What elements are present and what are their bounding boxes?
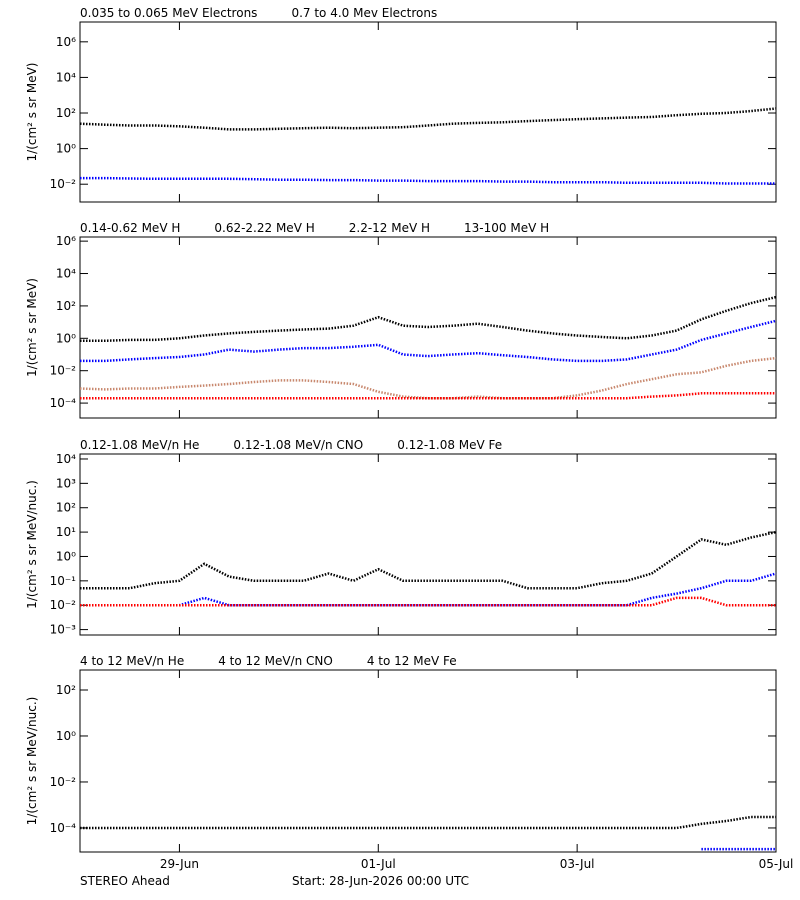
x-tick-label: 05-Jul xyxy=(759,857,794,871)
x-tick-label: 03-Jul xyxy=(560,857,595,871)
x-tick-label: 01-Jul xyxy=(361,857,396,871)
legend-entry: 4 to 12 MeV/n He xyxy=(80,654,184,668)
y-axis-label: 1/(cm² s sr MeV) xyxy=(25,63,39,162)
y-tick-label: 10³ xyxy=(56,476,76,490)
plot-frame xyxy=(79,669,777,853)
y-axis-label: 1/(cm² s sr MeV/nuc.) xyxy=(25,480,39,609)
x-tick-label: 29-Jun xyxy=(160,857,199,871)
y-tick-label: 10⁻⁴ xyxy=(50,821,77,835)
plot-frame xyxy=(79,236,777,419)
legend-entry: 4 to 12 MeV/n CNO xyxy=(218,654,333,668)
series-points xyxy=(80,572,777,607)
y-tick-label: 10⁶ xyxy=(56,35,76,49)
legend-entry: 0.12-1.08 MeV/n He xyxy=(80,438,199,452)
y-tick-label: 10⁻⁴ xyxy=(50,396,77,410)
y-tick-label: 10⁻² xyxy=(50,598,77,612)
y-tick-label: 10² xyxy=(56,299,76,313)
y-tick-label: 10⁴ xyxy=(56,267,76,281)
plot-frame xyxy=(79,21,777,203)
plot-frame xyxy=(79,453,777,636)
y-tick-label: 10⁰ xyxy=(56,549,76,563)
y-tick-label: 10⁴ xyxy=(56,70,76,84)
legend-entry: 0.12-1.08 MeV/n CNO xyxy=(233,438,363,452)
legend-entry: 0.035 to 0.065 MeV Electrons xyxy=(80,6,257,20)
y-tick-label: 10⁰ xyxy=(56,729,76,743)
legend-entry: 0.14-0.62 MeV H xyxy=(80,221,180,235)
y-tick-label: 10⁻¹ xyxy=(50,574,77,588)
series-points xyxy=(80,530,777,590)
footer-center: Start: 28-Jun-2026 00:00 UTC xyxy=(292,874,469,888)
legend-entry: 2.2-12 MeV H xyxy=(349,221,430,235)
y-tick-label: 10² xyxy=(56,106,76,120)
y-tick-label: 10⁻² xyxy=(50,775,77,789)
footer-left: STEREO Ahead xyxy=(80,874,170,888)
y-axis-label: 1/(cm² s sr MeV/nuc.) xyxy=(25,697,39,826)
y-tick-label: 10¹ xyxy=(56,525,76,539)
y-tick-label: 10⁰ xyxy=(56,142,76,156)
series-points xyxy=(79,356,777,400)
series-points xyxy=(79,107,777,131)
legend-entry: 0.12-1.08 MeV Fe xyxy=(397,438,502,452)
series-points xyxy=(80,596,776,607)
series-points xyxy=(80,815,776,830)
y-tick-label: 10⁰ xyxy=(56,331,76,345)
series-points xyxy=(80,295,777,343)
series-points xyxy=(80,176,776,185)
legend-entry: 4 to 12 MeV Fe xyxy=(367,654,457,668)
legend-entry: 13-100 MeV H xyxy=(464,221,549,235)
series-points xyxy=(80,392,776,400)
y-axis-label: 1/(cm² s sr MeV) xyxy=(25,278,39,377)
legend-entry: 0.7 to 4.0 Mev Electrons xyxy=(291,6,437,20)
y-tick-label: 10⁴ xyxy=(56,452,76,466)
legend-entry: 0.62-2.22 MeV H xyxy=(214,221,314,235)
y-tick-label: 10² xyxy=(56,501,76,515)
y-tick-label: 10⁻³ xyxy=(50,623,77,637)
y-tick-label: 10⁶ xyxy=(56,234,76,248)
y-tick-label: 10⁻² xyxy=(50,364,77,378)
y-tick-label: 10⁻² xyxy=(50,177,77,191)
y-tick-label: 10² xyxy=(56,683,76,697)
